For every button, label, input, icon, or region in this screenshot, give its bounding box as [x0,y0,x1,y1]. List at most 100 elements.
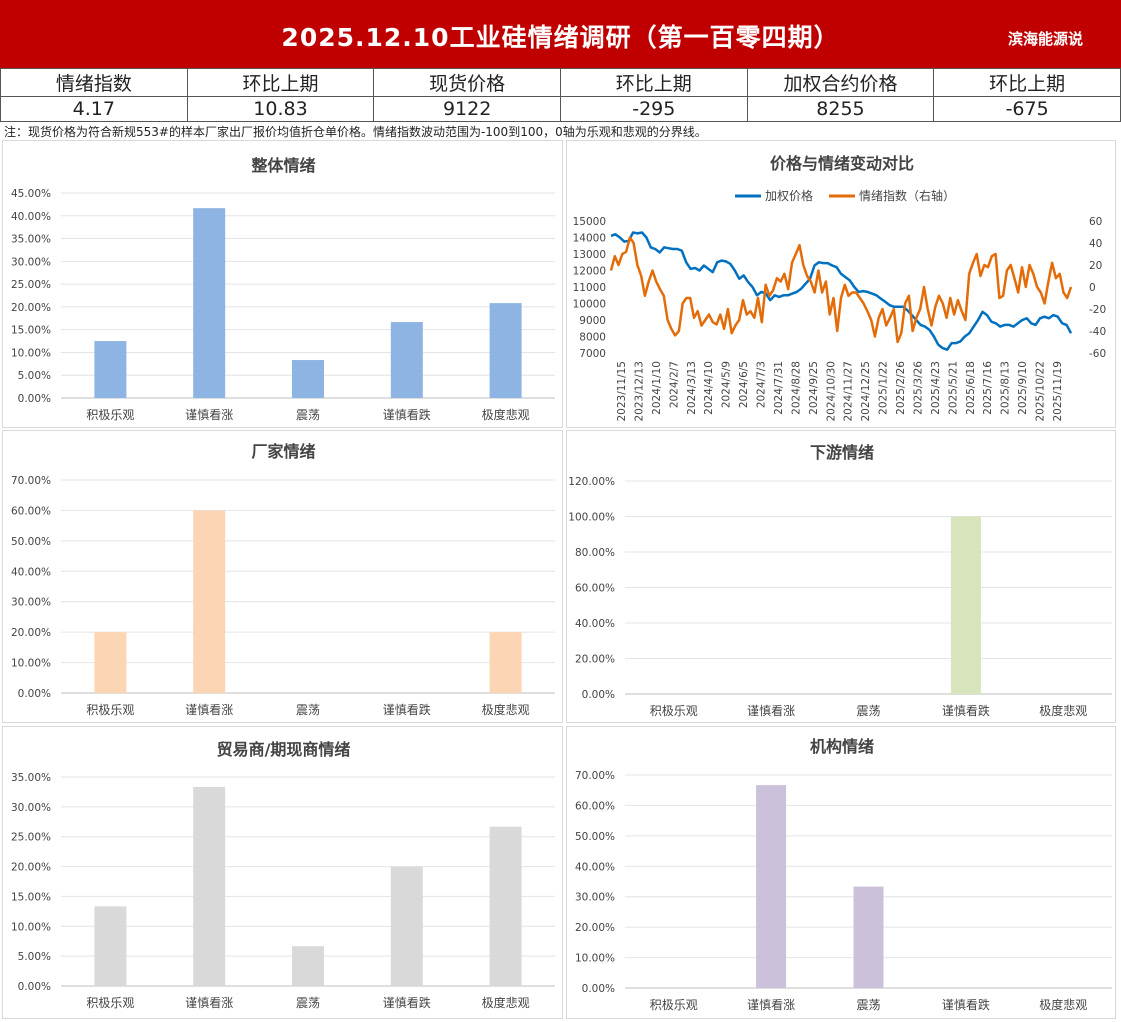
trader-bar [390,866,423,986]
overall-bar [193,208,226,398]
trader-chart-title: 贸易商/期现商情绪 [217,740,351,759]
downstream-y-tick-label: 60.00% [575,583,615,595]
institution-category-label: 谨慎看涨 [747,997,795,1012]
factory-y-tick-label: 30.00% [11,597,51,609]
brand-label: 滨海能源说 [1007,30,1083,48]
summary-value-weighted-price: 8255 [746,96,935,122]
compare-x-tick-label: 2025/7/16 [982,361,994,415]
series-line-right [609,236,1073,344]
title-banner: 2025.12.10工业硅情绪调研（第一百零四期） 滨海能源说 [0,0,1121,68]
factory-category-label: 积极乐观 [86,703,134,717]
downstream-y-tick-label: 80.00% [575,547,615,559]
downstream-sentiment-chart: 下游情绪 0.00% 20.00% 40.00% 60.00% 80.00% 100.00%… [568,443,1112,718]
institution-bar [756,785,787,988]
overall-chart-title: 整体情绪 [250,156,315,175]
overall-sentiment-chart: 整体情绪 0.00% 5.00% 10.00% 15.00% 20.00% 25.00% 30… [11,156,555,422]
summary-value-spot-price: 9122 [373,96,561,122]
panel-overall: 整体情绪 0.00% 5.00% 10.00% 15.00% 20.00% 25.00% 30… [2,140,563,428]
compare-left-tick-label: 15000 [573,216,606,228]
factory-category-label: 震荡 [296,703,320,717]
trader-y-tick-label: 20.00% [11,862,51,874]
overall-y-tick-label: 15.00% [11,325,51,337]
summary-table: 情绪指数 环比上期 现货价格 环比上期 加权合约价格 环比上期 4.17 10.… [0,68,1121,122]
compare-right-tick-label: 60 [1089,216,1102,228]
overall-category-label: 极度悲观 [482,407,530,422]
trader-y-tick-label: 15.00% [11,891,51,903]
institution-category-label: 震荡 [856,998,880,1012]
trader-category-label: 谨慎看跌 [383,995,431,1010]
compare-x-tick-label: 2025/11/19 [1052,361,1064,422]
compare-right-tick-label: 0 [1089,282,1096,294]
factory-y-tick-label: 20.00% [11,627,51,639]
overall-category-label: 谨慎看跌 [383,407,431,422]
panel-compare: 价格与情绪变动对比 加权价格 情绪指数（右轴） 7000 8000 9000 10000 11… [566,140,1116,428]
panel-downstream: 下游情绪 0.00% 20.00% 40.00% 60.00% 80.00% 100.00%… [566,430,1116,723]
summary-label-weighted-price: 加权合约价格 [746,68,935,97]
summary-value-sentiment-index: 4.17 [0,96,188,122]
compare-right-tick-label: 20 [1089,260,1102,272]
panel-trader: 贸易商/期现商情绪 0.00% 5.00% 10.00% 15.00% 20.00% 25.… [2,726,563,1019]
compare-x-tick-label: 2025/1/22 [878,361,890,415]
trader-y-tick-label: 10.00% [11,921,51,933]
factory-bar [193,510,226,693]
summary-value-spot-change: -295 [559,96,748,122]
trader-bar [94,906,127,986]
compare-left-tick-label: 13000 [573,249,606,261]
compare-left-tick-label: 10000 [573,299,606,311]
summary-value-row: 4.17 10.83 9122 -295 8255 -675 [0,96,1121,122]
compare-x-tick-label: 2024/1/10 [651,361,663,415]
overall-bar [390,322,423,398]
compare-right-tick-label: -60 [1089,348,1106,360]
compare-left-tick-label: 7000 [579,348,606,360]
overall-y-tick-label: 40.00% [11,211,51,223]
downstream-y-tick-label: 20.00% [575,654,615,666]
institution-y-tick-label: 50.00% [575,831,615,843]
overall-y-tick-label: 30.00% [11,256,51,268]
downstream-category-label: 积极乐观 [650,704,698,718]
overall-y-tick-label: 20.00% [11,302,51,314]
institution-y-tick-label: 30.00% [575,892,615,904]
trader-bar [489,826,522,986]
trader-y-tick-label: 5.00% [18,951,51,963]
trader-y-tick-label: 35.00% [11,772,51,784]
institution-y-tick-label: 60.00% [575,800,615,812]
trader-y-tick-label: 30.00% [11,802,51,814]
trader-y-tick-label: 0.00% [18,981,51,993]
trader-category-label: 震荡 [296,996,320,1010]
compare-right-tick-label: 40 [1089,238,1102,250]
trader-bar [193,786,226,986]
overall-category-label: 谨慎看涨 [185,407,233,422]
compare-x-tick-label: 2024/7/3 [756,361,768,408]
trader-sentiment-chart: 贸易商/期现商情绪 0.00% 5.00% 10.00% 15.00% 20.00% 25.… [11,740,555,1010]
series-line-left [610,231,1073,351]
overall-bar [94,341,127,398]
institution-category-label: 极度悲观 [1039,997,1087,1012]
summary-header-row: 情绪指数 环比上期 现货价格 环比上期 加权合约价格 环比上期 [0,68,1121,97]
compare-right-tick-label: -20 [1089,304,1106,316]
factory-bar [94,632,127,693]
downstream-bar [950,516,981,694]
downstream-chart-title: 下游情绪 [810,443,874,462]
compare-left-tick-label: 14000 [573,233,606,245]
institution-category-label: 谨慎看跌 [942,997,990,1012]
factory-y-tick-label: 70.00% [11,475,51,487]
legend-label-right: 情绪指数（右轴） [859,188,955,203]
compare-left-tick-label: 9000 [579,315,606,327]
compare-x-tick-label: 2025/2/26 [895,361,907,415]
compare-right-tick-label: -40 [1089,326,1106,338]
report-title: 2025.12.10工业硅情绪调研（第一百零四期） [281,23,840,52]
summary-label-weighted-change: 环比上期 [933,68,1121,97]
downstream-category-label: 谨慎看涨 [747,703,795,718]
compare-x-tick-label: 2024/2/7 [668,361,680,408]
factory-category-label: 谨慎看跌 [383,702,431,717]
factory-y-tick-label: 0.00% [18,688,51,700]
compare-x-tick-label: 2025/5/21 [947,361,959,415]
compare-left-tick-label: 12000 [573,266,606,278]
compare-x-tick-label: 2024/3/13 [686,361,698,415]
downstream-y-tick-label: 120.00% [568,476,615,488]
downstream-category-label: 震荡 [856,704,880,718]
overall-bar [292,360,324,398]
institution-y-tick-label: 40.00% [575,861,615,873]
factory-y-tick-label: 50.00% [11,536,51,548]
overall-y-tick-label: 0.00% [18,393,51,405]
